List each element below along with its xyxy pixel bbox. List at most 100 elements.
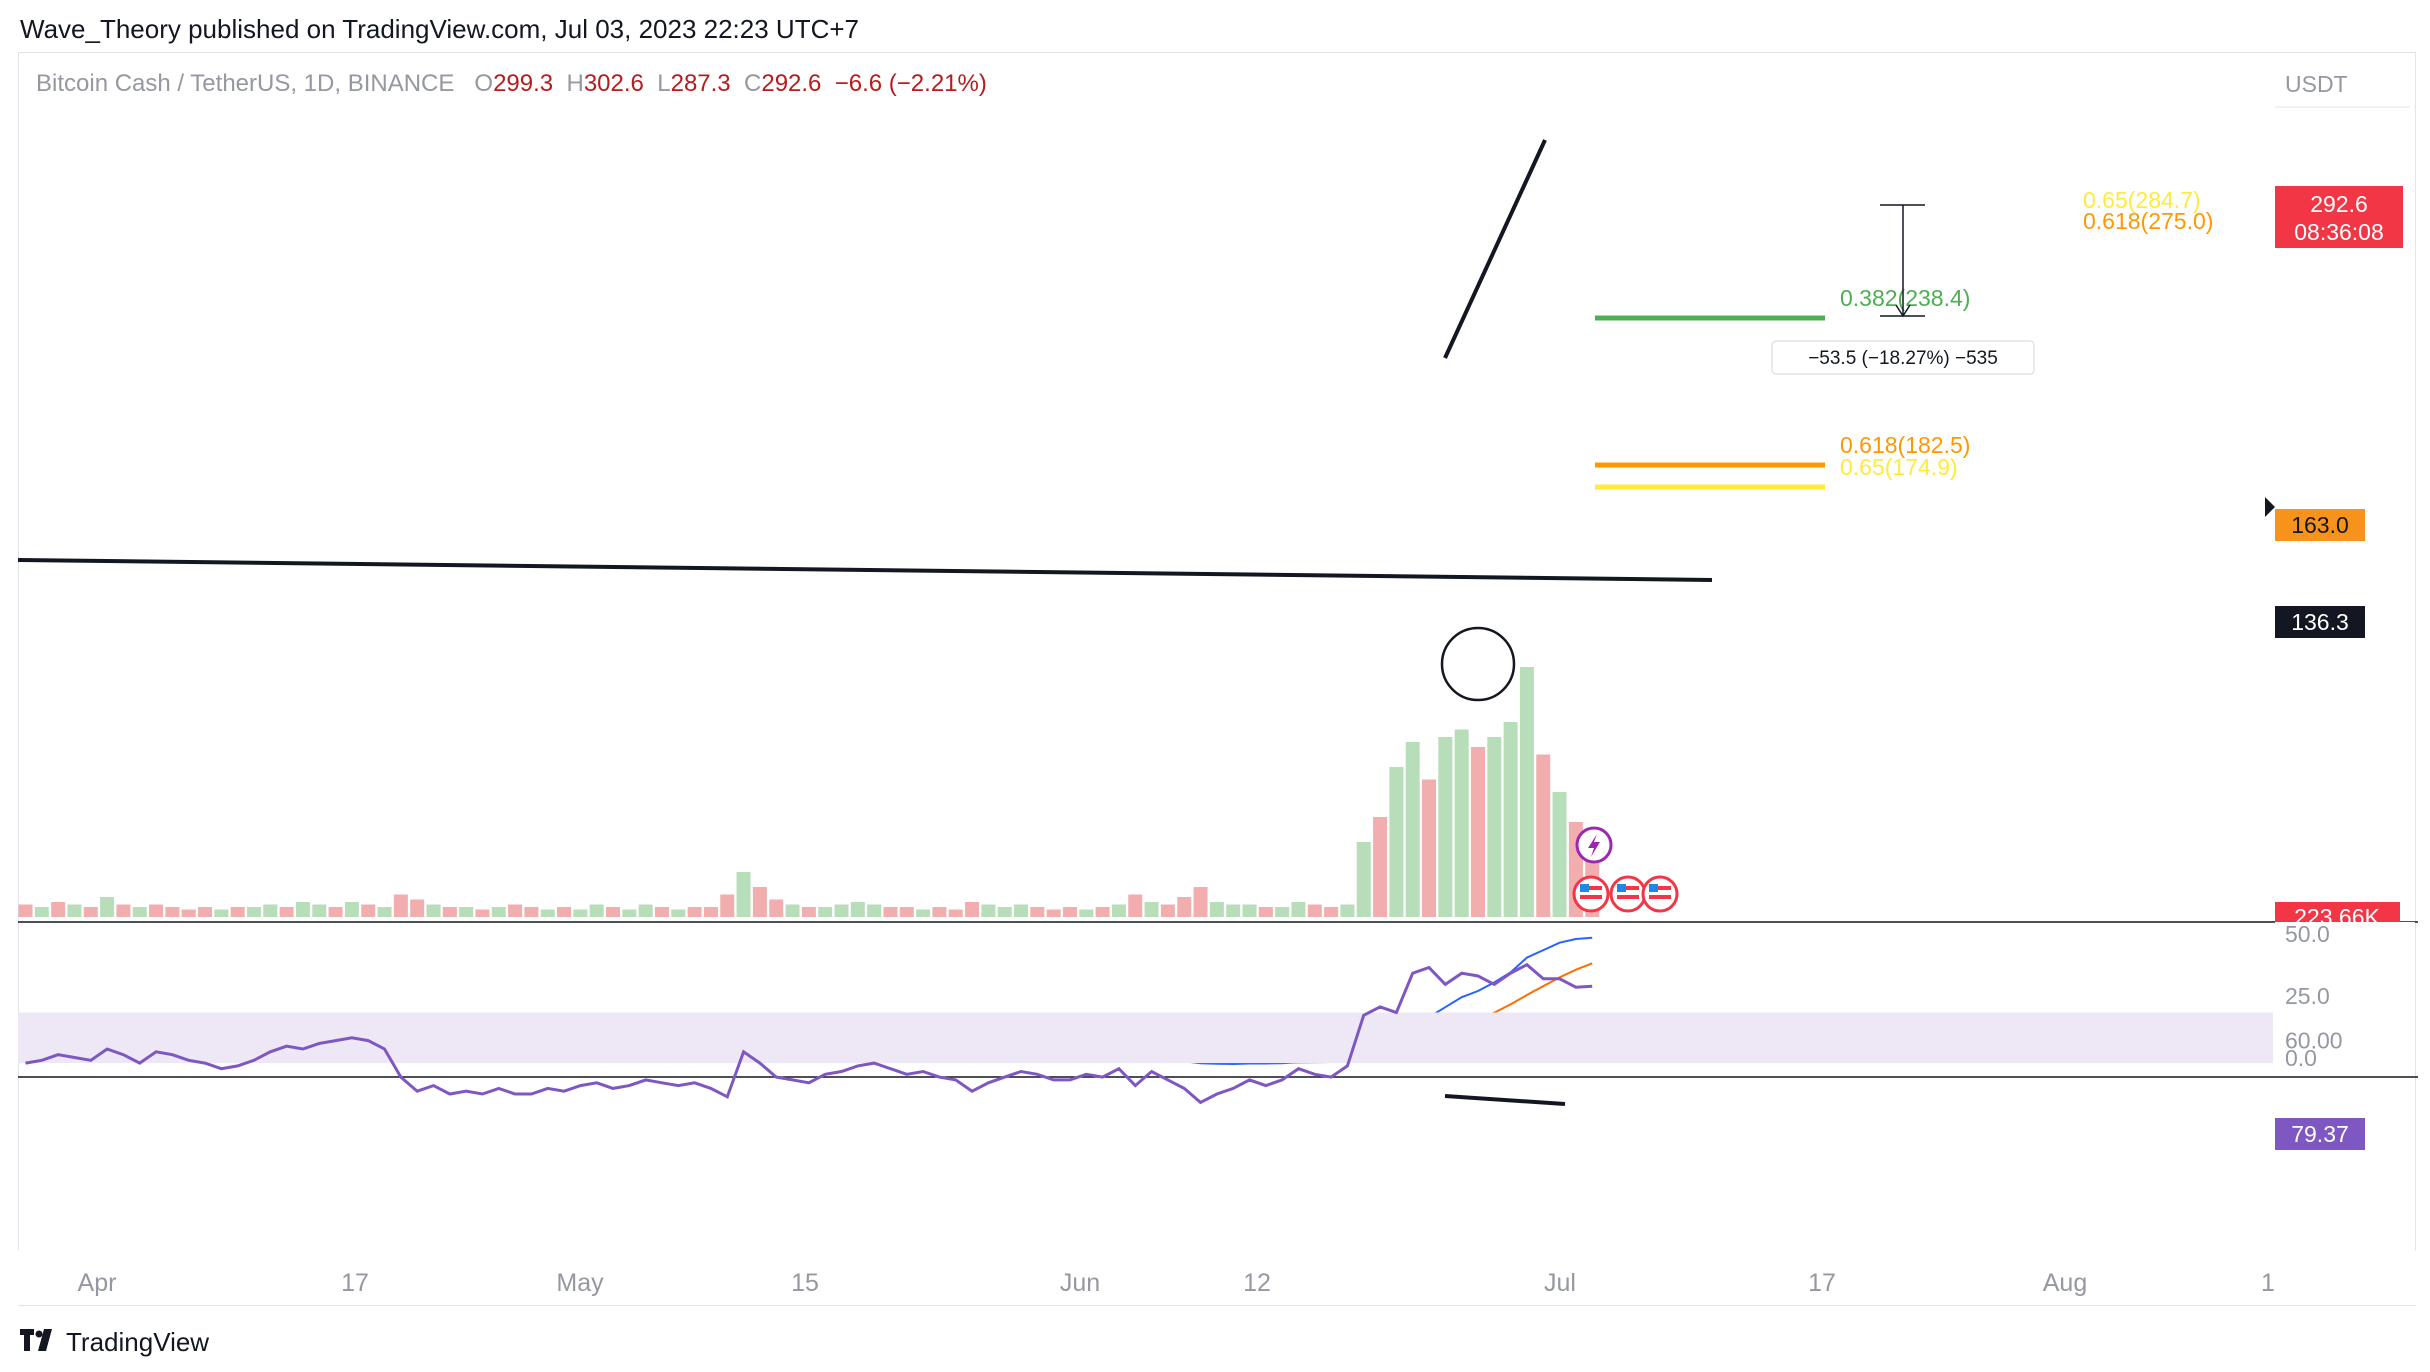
volume-bar bbox=[1470, 747, 1485, 917]
volume-bar bbox=[1258, 907, 1273, 917]
volume-bar bbox=[246, 907, 261, 917]
volume-bar bbox=[1438, 737, 1453, 917]
volume-bar bbox=[752, 887, 767, 917]
fib-label-0.618-upper: 0.618(275.0) bbox=[2083, 208, 2213, 234]
fib-label-lower: 0.382(238.4) bbox=[1840, 285, 1970, 311]
time-tick-label: Apr bbox=[78, 1269, 117, 1297]
open-label: O bbox=[474, 70, 494, 97]
volume-bar bbox=[703, 907, 718, 917]
volume-bar bbox=[1422, 779, 1437, 917]
volume-bar bbox=[1324, 907, 1339, 917]
volume-bar bbox=[916, 909, 931, 917]
volume-bar bbox=[1454, 729, 1469, 917]
volume-bar bbox=[491, 907, 506, 917]
ema-pointer-icon bbox=[2265, 497, 2275, 517]
brand-name: TradingView bbox=[66, 1326, 210, 1357]
volume-bar bbox=[589, 904, 604, 917]
macd-tick-label: 25.0 bbox=[2285, 983, 2330, 1009]
volume-bar bbox=[638, 904, 653, 917]
volume-bar bbox=[459, 907, 474, 917]
volume-bar bbox=[997, 907, 1012, 917]
volume-bar bbox=[883, 907, 898, 917]
volume-bar bbox=[1128, 894, 1143, 917]
volume-bar bbox=[100, 897, 115, 917]
volume-bar bbox=[1209, 902, 1224, 917]
time-tick-label: Aug bbox=[2043, 1269, 2087, 1297]
volume-bar bbox=[948, 909, 963, 917]
macd-tick-label: 50.0 bbox=[2285, 921, 2330, 947]
publisher-line: Wave_Theory published on TradingView.com… bbox=[20, 14, 859, 44]
volume-bar bbox=[442, 907, 457, 917]
volume-bar bbox=[1030, 907, 1045, 917]
measure-text: −53.5 (−18.27%) −535 bbox=[1808, 348, 1998, 369]
volume-bar bbox=[540, 909, 555, 917]
rsi-tag bbox=[2275, 1118, 2365, 1150]
volume-bar bbox=[312, 904, 327, 917]
volume-bar bbox=[34, 907, 49, 917]
rsi-line bbox=[25, 962, 1593, 1105]
symbol-legend: Bitcoin Cash / TetherUS, 1D, BINANCE O29… bbox=[36, 70, 987, 98]
volume-bar bbox=[328, 907, 343, 917]
rsi-tick-label: 60.00 bbox=[2285, 1028, 2343, 1054]
us-flag-icon bbox=[1572, 875, 1610, 913]
flag-stripe bbox=[1649, 895, 1671, 899]
volume-bar bbox=[899, 907, 914, 917]
time-tick-label: Jul bbox=[1544, 1269, 1576, 1297]
volume-bar bbox=[18, 904, 33, 917]
last-price-tag bbox=[2275, 186, 2403, 248]
flag-stripe bbox=[1580, 886, 1602, 890]
volume-bar bbox=[1291, 902, 1306, 917]
volume-bar bbox=[1389, 767, 1404, 917]
volume-bar bbox=[573, 909, 588, 917]
volume-bar bbox=[834, 904, 849, 917]
high-value: 302.6 bbox=[583, 70, 644, 97]
volume-bar bbox=[785, 904, 800, 917]
low-value: 287.3 bbox=[670, 70, 731, 97]
volume-bar bbox=[198, 907, 213, 917]
countdown-value: 08:36:08 bbox=[2294, 219, 2384, 245]
volume-bar bbox=[263, 904, 278, 917]
volume-bar bbox=[1177, 897, 1192, 917]
volume-bar bbox=[508, 904, 523, 917]
volume-tag-mask bbox=[2275, 922, 2415, 928]
volume-bar bbox=[1111, 904, 1126, 917]
volume-bar bbox=[1046, 909, 1061, 917]
volume-bar bbox=[51, 902, 66, 917]
volume-bar bbox=[736, 872, 751, 917]
volume-bar bbox=[1487, 737, 1502, 917]
volume-bar bbox=[1079, 909, 1094, 917]
volume-bar bbox=[116, 904, 131, 917]
change-value: −6.6 (−2.21%) bbox=[834, 70, 987, 97]
volume-bar bbox=[377, 907, 392, 917]
chart-frame bbox=[18, 52, 2416, 1306]
symbol-title[interactable]: Bitcoin Cash / TetherUS, 1D, BINANCE bbox=[36, 70, 455, 97]
measure-arrow bbox=[1895, 304, 1911, 318]
footer-brand[interactable]: TradingView bbox=[20, 1326, 209, 1358]
volume-bar bbox=[801, 907, 816, 917]
high-label: H bbox=[566, 70, 584, 97]
fib-label-lower: 0.618(182.5) bbox=[1840, 432, 1970, 458]
volume-bar bbox=[1193, 887, 1208, 917]
time-tick-label: 12 bbox=[1243, 1269, 1271, 1297]
volume-bar bbox=[410, 899, 425, 917]
volume-bar bbox=[1405, 742, 1420, 917]
volume-bar bbox=[965, 902, 980, 917]
volume-bar bbox=[214, 909, 229, 917]
volume-bar bbox=[426, 904, 441, 917]
volume-bar bbox=[1503, 722, 1518, 917]
flag-stripe bbox=[1580, 895, 1602, 899]
ema-slow-tag bbox=[2275, 606, 2365, 638]
us-flag-icon bbox=[1609, 875, 1647, 913]
volume-bar bbox=[818, 907, 833, 917]
cross-marker-circle bbox=[1440, 626, 1516, 702]
volume-bar bbox=[1307, 904, 1322, 917]
volume-bar bbox=[1519, 667, 1534, 917]
volume-bar bbox=[769, 899, 784, 917]
time-tick-label: 17 bbox=[1808, 1269, 1836, 1297]
volume-tag bbox=[2275, 902, 2400, 922]
close-label: C bbox=[744, 70, 762, 97]
volume-bar bbox=[524, 907, 539, 917]
volume-bar bbox=[67, 904, 82, 917]
low-label: L bbox=[657, 70, 671, 97]
